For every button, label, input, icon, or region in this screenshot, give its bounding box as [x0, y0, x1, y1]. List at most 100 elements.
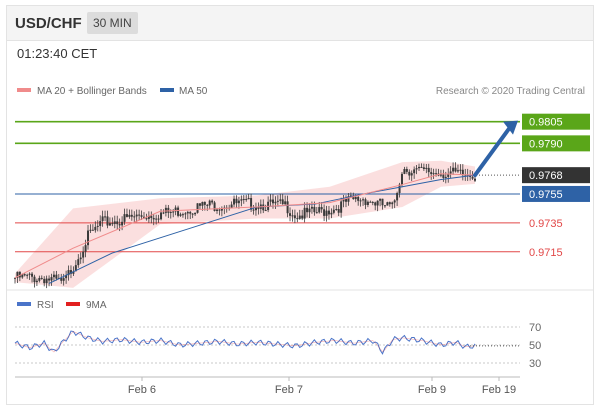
candle-body [469, 175, 472, 177]
candle-body [359, 200, 362, 202]
rsi-tick-label: 30 [529, 358, 541, 370]
candle-body [430, 172, 433, 175]
candle-body [459, 169, 462, 171]
candle-body [298, 215, 301, 219]
candle-body [31, 273, 34, 277]
support-level-label: 0.9715 [529, 247, 563, 259]
candle-body [279, 199, 282, 201]
candle-body [26, 274, 29, 276]
x-tick-label: Feb 6 [128, 384, 156, 396]
candle-body [391, 202, 394, 205]
candle-body [376, 200, 379, 206]
legend-label-ma50: MA 50 [179, 86, 208, 97]
candle-body [364, 199, 367, 205]
candle-body [357, 196, 360, 201]
candle-body [405, 168, 408, 172]
legend-label-rsi: RSI [37, 300, 54, 311]
candle-body [310, 206, 313, 209]
rsi-tick-label: 50 [529, 340, 541, 352]
candle-body [77, 259, 80, 266]
candle-body [313, 206, 316, 213]
candle-body [123, 214, 126, 222]
forecast-arrow-shaft [473, 126, 511, 178]
candle-body [276, 200, 279, 202]
x-tick-label: Feb 19 [482, 384, 516, 396]
candle-body [84, 245, 87, 252]
candle-body [388, 202, 391, 205]
candle-body [91, 229, 94, 231]
candle-body [69, 270, 72, 274]
candle-body [111, 223, 114, 225]
candle-body [201, 201, 204, 206]
ma50-level-badge [522, 185, 590, 202]
candle-body [274, 201, 277, 204]
candle-body [286, 201, 289, 214]
candle-body [184, 213, 187, 215]
candle-body [386, 202, 389, 206]
candle-body [125, 214, 128, 217]
candle-body [327, 210, 330, 215]
candle-body [342, 198, 345, 202]
candle-body [301, 215, 304, 219]
candle-body [427, 167, 430, 173]
candle-body [337, 209, 340, 213]
candle-body [62, 278, 65, 281]
candle-body [293, 215, 296, 219]
candle-body [177, 207, 180, 216]
candle-body [43, 278, 46, 284]
candle-body [96, 225, 99, 227]
candle-body [128, 214, 131, 217]
target-level-badge [522, 113, 590, 130]
candle-body [189, 211, 192, 214]
timestamp: 01:23:40 CET [17, 46, 98, 61]
currency-pair-title: USD/CHF [15, 15, 82, 32]
candle-body [18, 271, 21, 278]
candle-body [152, 218, 155, 220]
candle-body [362, 199, 365, 201]
candle-body [320, 207, 323, 210]
candle-body [415, 168, 418, 170]
candle-body [289, 213, 292, 216]
candle-body [369, 201, 372, 203]
candle-body [366, 201, 369, 205]
candle-body [113, 221, 116, 224]
candle-body [374, 202, 377, 206]
candle-body [332, 209, 335, 213]
candle-body [393, 200, 396, 203]
target-level-badge [522, 135, 590, 152]
ma50-line [48, 174, 476, 285]
candle-body [52, 274, 55, 278]
candle-body [420, 166, 423, 168]
candle-body [208, 200, 211, 206]
candle-body [308, 208, 311, 213]
candle-body [347, 196, 350, 202]
candle-body [106, 216, 109, 226]
candle-body [72, 271, 75, 274]
candle-body [461, 169, 464, 176]
candle-body [206, 204, 209, 206]
candle-body [245, 198, 248, 200]
candle-body [442, 174, 445, 178]
candle-body [174, 207, 177, 212]
x-tick-label: Feb 7 [275, 384, 303, 396]
candle-body [247, 198, 250, 200]
candle-body [318, 207, 321, 213]
candle-body [456, 170, 459, 172]
candle-body [160, 212, 163, 220]
candle-body [181, 214, 184, 216]
timeframe-badge[interactable]: 30 MIN [87, 12, 138, 34]
candle-body [48, 278, 51, 281]
candle-body [121, 221, 124, 226]
candle-body [410, 173, 413, 176]
candle-body [16, 271, 19, 278]
main-plot: 0.9805 0.9790 0.9768 0.9755 0.9735 0.9715 [14, 113, 590, 289]
candle-body [99, 221, 102, 226]
candle-body [425, 167, 428, 169]
candle-body [271, 199, 274, 204]
candle-body [381, 198, 384, 206]
candle-body [242, 198, 245, 200]
candle-body [147, 215, 150, 219]
target-level-label: 0.9805 [529, 117, 563, 129]
candle-body [281, 199, 284, 205]
